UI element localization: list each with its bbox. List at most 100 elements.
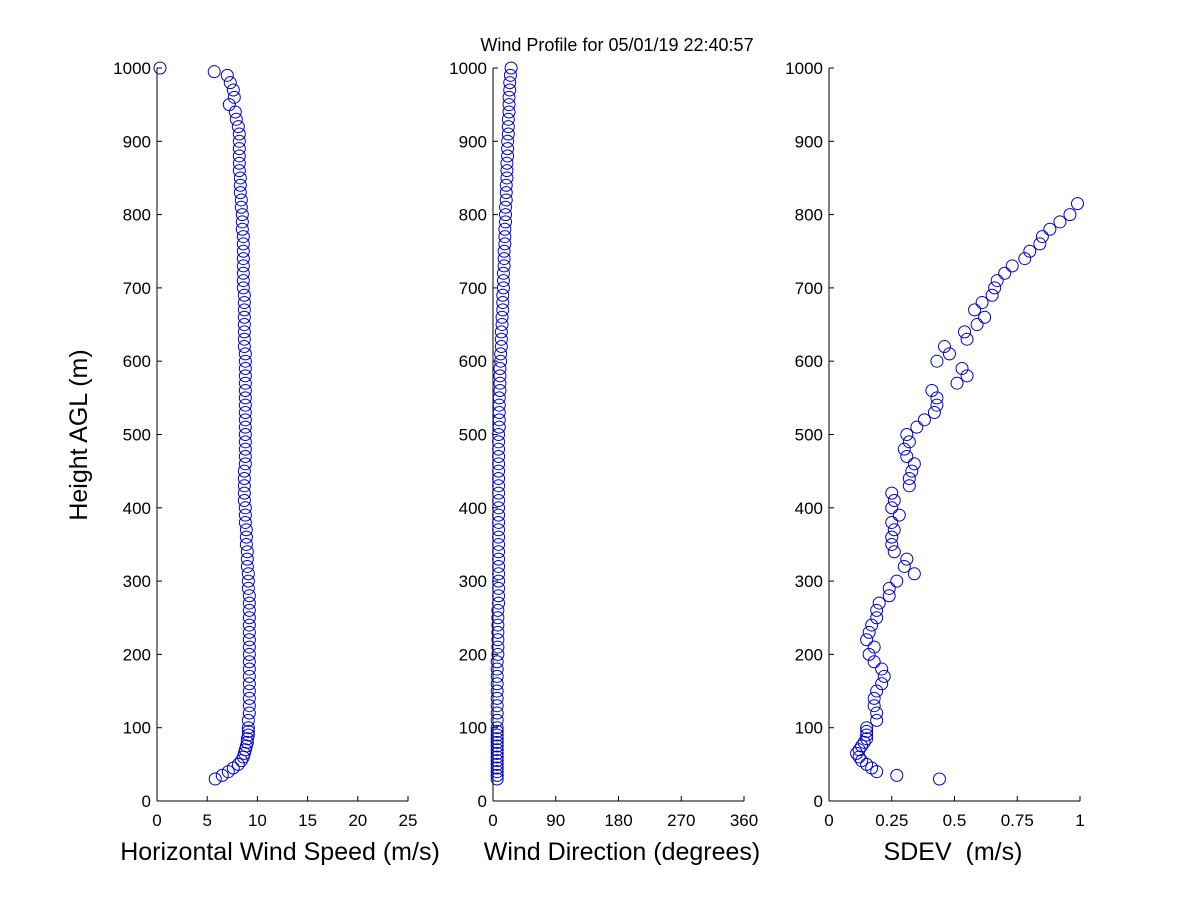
direction-data-point	[492, 479, 506, 493]
speed-data-point	[240, 559, 254, 573]
sdev-y-tick-label: 1000	[785, 59, 823, 78]
speed-data-point	[237, 303, 251, 317]
direction-data-point	[493, 376, 507, 390]
direction-data-point	[503, 68, 517, 82]
direction-data-point	[492, 596, 506, 610]
sdev-data-point	[968, 303, 982, 317]
speed-y-tick-label: 500	[123, 426, 151, 445]
sdev-data-point	[1018, 252, 1032, 266]
direction-data-point	[490, 757, 504, 771]
sdev-data-point	[917, 413, 931, 427]
speed-y-tick-label: 100	[123, 719, 151, 738]
direction-data-point	[496, 281, 510, 295]
sdev-data-point	[867, 655, 881, 669]
sdev-data-point	[950, 376, 964, 390]
speed-data-point	[238, 501, 252, 515]
direction-data-point	[490, 743, 504, 757]
direction-data-point	[490, 713, 504, 727]
direction-data-point	[492, 464, 506, 478]
sdev-data-point	[907, 567, 921, 581]
direction-data-point	[492, 406, 506, 420]
direction-data-point	[491, 647, 505, 661]
direction-data-point	[492, 457, 506, 471]
speed-data-point	[238, 391, 252, 405]
direction-data-point	[491, 603, 505, 617]
sdev-data-point	[897, 442, 911, 456]
direction-data-point	[493, 369, 507, 383]
direction-data-point	[501, 120, 515, 134]
sdev-x-tick-label: 0	[824, 811, 833, 830]
direction-data-point	[496, 288, 510, 302]
speed-data-point	[242, 618, 256, 632]
direction-data-point	[497, 252, 511, 266]
speed-data-point	[231, 757, 245, 771]
sdev-data-point	[1033, 237, 1047, 251]
speed-data-point	[229, 112, 243, 126]
speed-data-point	[236, 237, 250, 251]
sdev-ticks: 0 100 200 300 400 500 600 700 800 900 1000 0 0.25 0.5…	[785, 59, 1085, 830]
sdev-data-point	[892, 508, 906, 522]
sdev-data-point	[885, 501, 899, 515]
direction-data-point	[496, 266, 510, 280]
sdev-x-tick-label: 1	[1075, 811, 1084, 830]
figure-title: Wind Profile for 05/01/19 22:40:57	[480, 35, 753, 55]
direction-y-tick-label: 0	[478, 792, 487, 811]
speed-data-point	[236, 259, 250, 273]
direction-y-tick-label: 1000	[449, 59, 487, 78]
sdev-y-tick-label: 400	[795, 499, 823, 518]
speed-data-point	[222, 98, 236, 112]
sdev-data-point	[955, 362, 969, 376]
speed-y-tick-label: 200	[123, 645, 151, 664]
direction-data-point	[502, 98, 516, 112]
speed-data-point	[241, 581, 255, 595]
direction-data-point	[490, 677, 504, 691]
sdev-data-point	[860, 732, 874, 746]
direction-data-point	[499, 178, 513, 192]
speed-data-point	[242, 596, 256, 610]
direction-data-point	[501, 134, 515, 148]
speed-data-point	[236, 281, 250, 295]
sdev-data-point	[978, 310, 992, 324]
speed-data-point	[238, 413, 252, 427]
speed-y-tick-label: 600	[123, 352, 151, 371]
direction-data-point	[490, 699, 504, 713]
speed-data-point	[237, 310, 251, 324]
sdev-data-point	[907, 457, 921, 471]
direction-data-point	[490, 746, 504, 760]
direction-data-point	[502, 105, 516, 119]
sdev-data-point	[855, 739, 869, 753]
sdev-data-point	[887, 523, 901, 537]
direction-y-tick-label: 600	[459, 352, 487, 371]
direction-data-point	[490, 728, 504, 742]
direction-data-point	[503, 83, 517, 97]
sdev-data-point	[930, 398, 944, 412]
direction-x-tick-label: 180	[604, 811, 632, 830]
sdev-y-tick-label: 100	[795, 719, 823, 738]
speed-data-point	[234, 200, 248, 214]
direction-data-point	[494, 340, 508, 354]
speed-y-tick-label: 1000	[113, 59, 151, 78]
speed-data-point	[237, 332, 251, 346]
sdev-data-point	[885, 515, 899, 529]
sdev-y-tick-label: 800	[795, 206, 823, 225]
speed-x-tick-label: 15	[298, 811, 317, 830]
sdev-data-point	[932, 772, 946, 786]
direction-data-point	[500, 156, 514, 170]
direction-data-point	[491, 618, 505, 632]
sdev-data-point	[870, 706, 884, 720]
sdev-x-tick-label: 0.75	[1001, 811, 1034, 830]
sdev-y-tick-label: 500	[795, 426, 823, 445]
direction-data-point	[492, 537, 506, 551]
sdev-y-tick-label: 300	[795, 572, 823, 591]
sdev-data-point	[1023, 244, 1037, 258]
direction-data-point	[493, 384, 507, 398]
sdev-data-point	[998, 266, 1012, 280]
speed-data-point	[234, 193, 248, 207]
direction-data-point	[492, 486, 506, 500]
direction-y-tick-label: 300	[459, 572, 487, 591]
speed-data-point	[232, 127, 246, 141]
direction-data-point	[499, 215, 513, 229]
direction-data-point	[494, 354, 508, 368]
sdev-data-point	[985, 288, 999, 302]
